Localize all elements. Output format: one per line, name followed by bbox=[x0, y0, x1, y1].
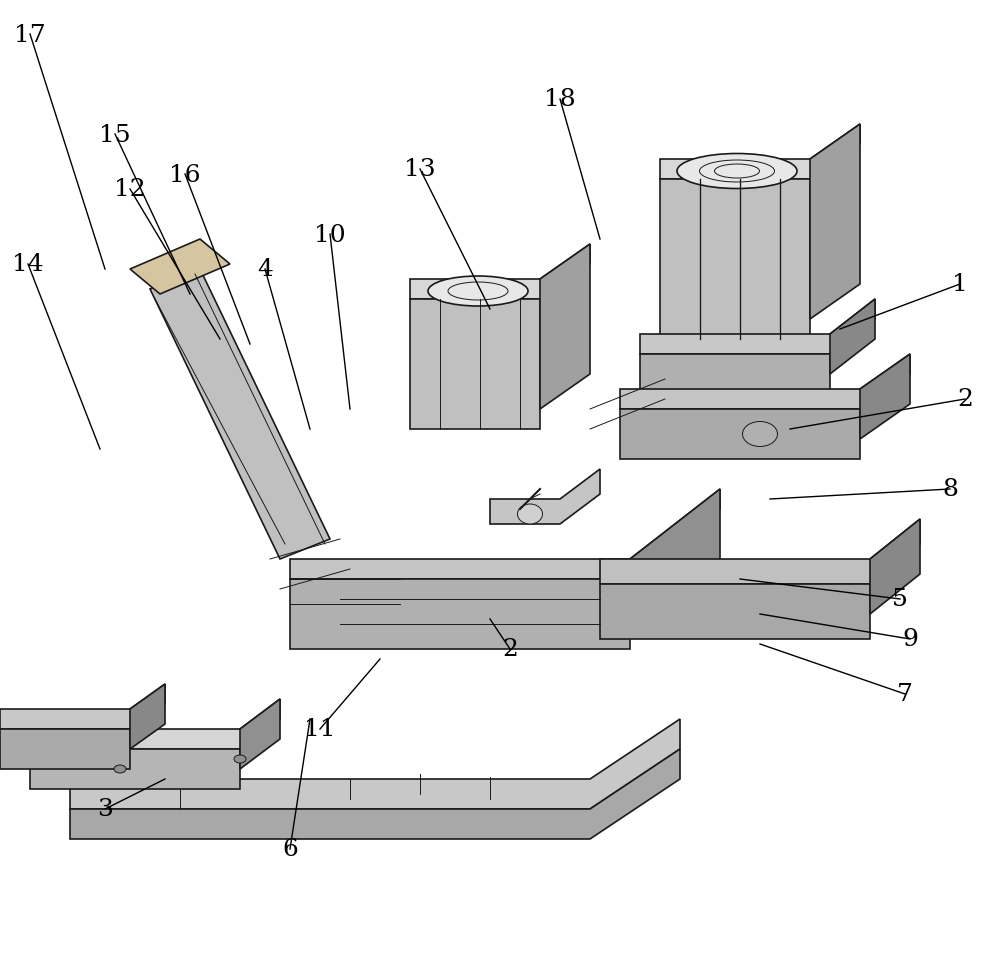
Text: 12: 12 bbox=[114, 178, 146, 201]
Text: 2: 2 bbox=[502, 638, 518, 661]
Text: 5: 5 bbox=[892, 588, 908, 611]
Ellipse shape bbox=[428, 277, 528, 307]
Ellipse shape bbox=[234, 755, 246, 763]
Text: 17: 17 bbox=[14, 23, 46, 46]
Polygon shape bbox=[70, 719, 680, 809]
Text: 11: 11 bbox=[304, 718, 336, 740]
Text: 13: 13 bbox=[404, 158, 436, 181]
Text: 8: 8 bbox=[942, 478, 958, 501]
Polygon shape bbox=[290, 579, 630, 649]
Polygon shape bbox=[630, 490, 720, 630]
Polygon shape bbox=[830, 299, 875, 375]
Polygon shape bbox=[860, 355, 910, 439]
Ellipse shape bbox=[742, 422, 778, 447]
Text: 16: 16 bbox=[169, 163, 201, 187]
Text: 15: 15 bbox=[99, 123, 131, 147]
Polygon shape bbox=[410, 244, 590, 299]
Text: 2: 2 bbox=[957, 388, 973, 411]
Text: 6: 6 bbox=[282, 837, 298, 861]
Polygon shape bbox=[410, 299, 540, 429]
Polygon shape bbox=[290, 490, 720, 579]
Ellipse shape bbox=[114, 765, 126, 774]
Polygon shape bbox=[620, 355, 910, 410]
Text: 3: 3 bbox=[97, 798, 113, 821]
Text: 14: 14 bbox=[12, 253, 44, 276]
Polygon shape bbox=[810, 125, 860, 320]
Polygon shape bbox=[130, 240, 230, 294]
Polygon shape bbox=[0, 685, 165, 730]
Polygon shape bbox=[600, 585, 870, 640]
Polygon shape bbox=[130, 685, 165, 749]
Polygon shape bbox=[150, 270, 330, 559]
Polygon shape bbox=[0, 730, 130, 770]
Text: 18: 18 bbox=[544, 88, 576, 111]
Text: 1: 1 bbox=[952, 273, 968, 296]
Polygon shape bbox=[660, 180, 810, 339]
Polygon shape bbox=[600, 519, 920, 585]
Polygon shape bbox=[490, 469, 600, 524]
Polygon shape bbox=[30, 749, 240, 789]
Ellipse shape bbox=[677, 155, 797, 190]
Polygon shape bbox=[30, 699, 280, 749]
Text: 9: 9 bbox=[902, 628, 918, 650]
Polygon shape bbox=[640, 355, 830, 394]
Text: 7: 7 bbox=[897, 683, 913, 706]
Polygon shape bbox=[660, 125, 860, 180]
Text: 4: 4 bbox=[257, 258, 273, 282]
Polygon shape bbox=[870, 519, 920, 614]
Ellipse shape bbox=[518, 505, 542, 524]
Polygon shape bbox=[620, 410, 860, 460]
Polygon shape bbox=[640, 299, 875, 355]
Polygon shape bbox=[240, 699, 280, 770]
Polygon shape bbox=[540, 244, 590, 410]
Text: 10: 10 bbox=[314, 223, 346, 246]
Polygon shape bbox=[70, 749, 680, 839]
